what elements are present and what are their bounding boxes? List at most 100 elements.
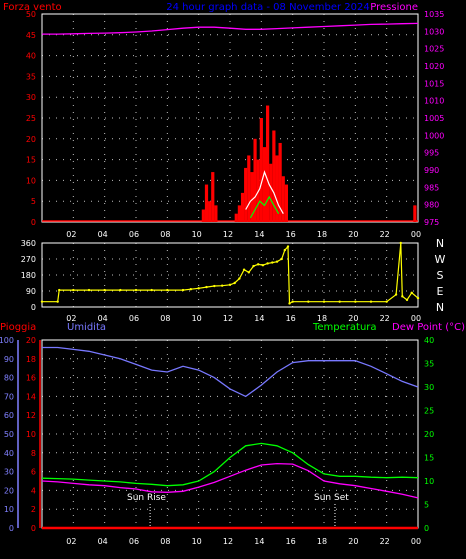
wind-bar-11 (253, 138, 257, 222)
wind-bar-4 (214, 205, 218, 222)
direction-point-25 (271, 261, 274, 264)
humidity-tick-label-9: 90 (4, 355, 14, 364)
direction-point-8 (150, 288, 153, 292)
wind-axis-title: Forza vento (3, 2, 62, 13)
direction-point-27 (280, 257, 283, 261)
rain-tick-label-6: 12 (26, 411, 36, 420)
pressure-tick-label-1: 980 (424, 201, 439, 210)
rain-tick-label-4: 8 (31, 449, 36, 458)
direction-point-33 (322, 300, 326, 303)
time-tick-label-1-2: 06 (129, 314, 139, 323)
temp-tick-label-7: 35 (424, 360, 434, 369)
time-tick-label-0-2: 06 (129, 230, 139, 239)
time-tick-label-0-4: 10 (192, 230, 202, 239)
direction-point-13 (205, 285, 208, 289)
wind-bar-21 (284, 184, 288, 222)
wind-tick-label-4: 20 (26, 135, 36, 144)
humidity-tick-label-0: 0 (9, 524, 14, 533)
time-tick-label-2-0: 02 (66, 537, 76, 546)
direction-point-14 (213, 284, 216, 288)
temp-tick-label-8: 40 (424, 336, 434, 345)
time-tick-label-2-1: 04 (98, 537, 108, 546)
direction-point-37 (385, 300, 388, 303)
time-tick-label-0-10: 22 (380, 230, 390, 239)
wind-bar-17 (272, 130, 276, 222)
time-tick-label-2-10: 22 (380, 537, 390, 546)
time-tick-label-1-6: 14 (254, 314, 264, 323)
rain-tick-label-9: 18 (26, 355, 36, 364)
direction-point-0 (40, 300, 44, 303)
time-tick-label-2-6: 14 (254, 537, 264, 546)
pressure-tick-label-6: 1005 (424, 114, 444, 123)
direction-point-2 (58, 288, 61, 292)
rain-tick-label-3: 6 (31, 468, 36, 477)
wind-bar-15 (266, 105, 270, 222)
wind-tick-label-6: 30 (26, 93, 36, 102)
wind-bar-16 (269, 163, 273, 222)
time-tick-label-2-4: 10 (192, 537, 202, 546)
pressure-tick-label-11: 1030 (424, 27, 444, 36)
time-tick-label-1-4: 10 (192, 314, 202, 323)
pressure-line (42, 22, 419, 35)
wind-bar-3 (211, 172, 215, 222)
direction-point-42 (410, 291, 413, 294)
direction-point-6 (119, 288, 122, 292)
direction-point-21 (252, 264, 255, 268)
wind-direction-panel: 0 90 180 270 360 (21, 239, 420, 312)
direction-point-20 (247, 271, 250, 274)
direction-point-3 (72, 288, 75, 292)
wind-bar-5 (234, 213, 238, 222)
time-tick-label-1-8: 18 (317, 314, 327, 323)
temp-tick-label-2: 10 (424, 477, 434, 486)
rain-tick-label-8: 16 (26, 374, 36, 383)
direction-point-43 (416, 296, 420, 300)
time-tick-label-0-11: 00 (411, 230, 421, 239)
direction-letter-4: N (436, 301, 444, 314)
time-tick-label-1-10: 22 (380, 314, 390, 323)
wind-bar-9 (247, 155, 251, 222)
humidity-tick-label-10: 100 (0, 336, 14, 345)
time-tick-label-2-3: 08 (160, 537, 170, 546)
dir-tick-label-3: 270 (21, 255, 36, 264)
time-tick-label-2-7: 16 (286, 537, 296, 546)
time-tick-label-1-0: 02 (66, 314, 76, 323)
direction-point-24 (266, 262, 269, 265)
humidity-line (42, 346, 419, 398)
wind-tick-label-10: 50 (26, 10, 36, 19)
wind-bar-7 (240, 192, 245, 222)
pressure-tick-label-10: 1025 (424, 45, 444, 54)
direction-point-12 (197, 287, 200, 290)
humidity-tick-label-6: 60 (4, 411, 14, 420)
wind-tick-label-5: 25 (26, 114, 36, 123)
rain-tick-label-5: 10 (26, 430, 36, 439)
wind-pressure-panel: 0510152025303540455097598098599099510001… (26, 10, 445, 227)
temp-tick-label-6: 30 (424, 383, 434, 392)
temperature-axis-title: Temperatura (312, 322, 377, 333)
direction-point-40 (401, 295, 404, 298)
humidity-tick-label-1: 10 (4, 505, 14, 514)
pressure-tick-label-7: 1010 (424, 97, 444, 106)
direction-point-9 (166, 288, 169, 292)
temperature-line (41, 442, 419, 487)
time-tick-label-2-11: 00 (411, 537, 421, 546)
time-tick-label-2-5: 12 (223, 537, 233, 546)
direction-point-15 (220, 284, 224, 287)
wind-tick-label-3: 15 (26, 156, 36, 165)
wind-bar-22 (413, 205, 417, 222)
direction-point-36 (369, 300, 373, 303)
direction-point-35 (354, 300, 357, 303)
humidity-tick-label-3: 30 (4, 468, 14, 477)
time-axis-labels: 02 04 06 08 10 12 14 16 18 20 22 00 02 04 06 08 10 12 14 16… (66, 230, 421, 546)
humidity-tick-label-8: 80 (4, 374, 14, 383)
direction-point-30 (288, 302, 291, 305)
wind-tick-label-7: 35 (26, 72, 36, 81)
direction-line (42, 242, 419, 305)
temp-tick-label-3: 15 (424, 454, 434, 463)
pressure-axis-title: Pressione (370, 2, 418, 13)
rain-tick-label-10: 20 (26, 336, 36, 345)
direction-point-18 (238, 277, 241, 280)
direction-point-28 (283, 248, 287, 252)
time-tick-label-2-9: 20 (348, 537, 358, 546)
wind-bar-18 (275, 155, 279, 222)
